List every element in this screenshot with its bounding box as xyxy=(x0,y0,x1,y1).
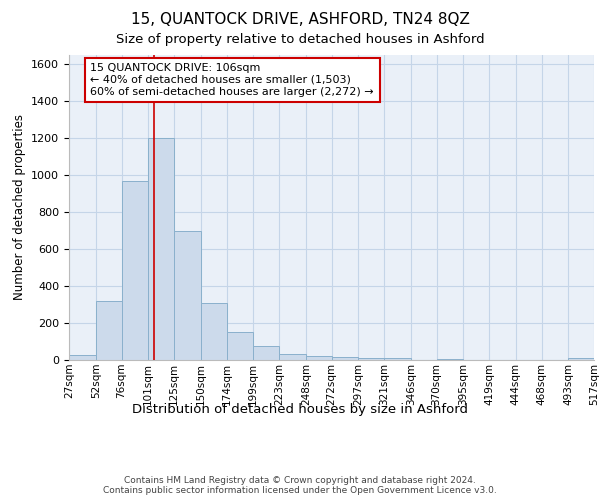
Bar xyxy=(174,230,201,360)
Y-axis label: Number of detached properties: Number of detached properties xyxy=(13,114,26,300)
Bar xyxy=(148,138,174,360)
Text: Size of property relative to detached houses in Ashford: Size of property relative to detached ho… xyxy=(116,32,484,46)
Bar xyxy=(279,354,306,360)
Bar xyxy=(253,346,279,360)
Text: Distribution of detached houses by size in Ashford: Distribution of detached houses by size … xyxy=(132,402,468,415)
Bar xyxy=(69,356,96,360)
Bar xyxy=(122,180,148,360)
Bar xyxy=(384,358,411,360)
Text: Contains HM Land Registry data © Crown copyright and database right 2024.
Contai: Contains HM Land Registry data © Crown c… xyxy=(103,476,497,495)
Text: 15 QUANTOCK DRIVE: 106sqm
← 40% of detached houses are smaller (1,503)
60% of se: 15 QUANTOCK DRIVE: 106sqm ← 40% of detac… xyxy=(91,64,374,96)
Bar xyxy=(306,356,332,360)
Bar xyxy=(227,332,253,360)
Bar xyxy=(568,358,594,360)
Bar xyxy=(201,302,227,360)
Bar xyxy=(332,357,358,360)
Text: 15, QUANTOCK DRIVE, ASHFORD, TN24 8QZ: 15, QUANTOCK DRIVE, ASHFORD, TN24 8QZ xyxy=(131,12,469,28)
Bar xyxy=(96,301,122,360)
Bar xyxy=(437,359,463,360)
Bar xyxy=(358,358,384,360)
